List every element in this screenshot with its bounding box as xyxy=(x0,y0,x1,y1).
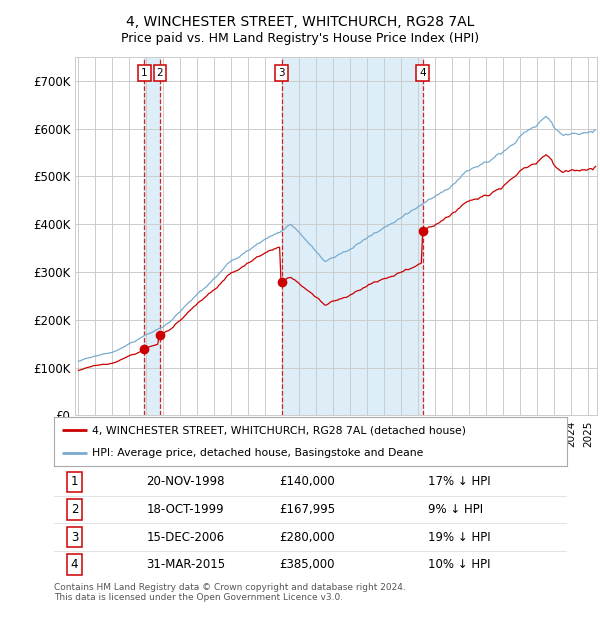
Text: 10% ↓ HPI: 10% ↓ HPI xyxy=(428,558,491,571)
Text: 4, WINCHESTER STREET, WHITCHURCH, RG28 7AL (detached house): 4, WINCHESTER STREET, WHITCHURCH, RG28 7… xyxy=(92,425,466,435)
Text: Contains HM Land Registry data © Crown copyright and database right 2024.
This d: Contains HM Land Registry data © Crown c… xyxy=(54,583,406,602)
Text: 2: 2 xyxy=(157,68,163,78)
Text: 17% ↓ HPI: 17% ↓ HPI xyxy=(428,476,491,489)
Text: HPI: Average price, detached house, Basingstoke and Deane: HPI: Average price, detached house, Basi… xyxy=(92,448,424,458)
Text: £280,000: £280,000 xyxy=(280,531,335,544)
Text: 4: 4 xyxy=(419,68,426,78)
Text: 4, WINCHESTER STREET, WHITCHURCH, RG28 7AL: 4, WINCHESTER STREET, WHITCHURCH, RG28 7… xyxy=(126,15,474,29)
Text: 3: 3 xyxy=(278,68,285,78)
Text: 19% ↓ HPI: 19% ↓ HPI xyxy=(428,531,491,544)
Text: 18-OCT-1999: 18-OCT-1999 xyxy=(146,503,224,516)
Bar xyxy=(145,57,160,415)
Text: 1: 1 xyxy=(141,68,148,78)
Bar xyxy=(281,57,423,415)
Text: 20-NOV-1998: 20-NOV-1998 xyxy=(146,476,225,489)
Text: 31-MAR-2015: 31-MAR-2015 xyxy=(146,558,226,571)
Text: £140,000: £140,000 xyxy=(280,476,335,489)
Text: 3: 3 xyxy=(71,531,78,544)
Text: 15-DEC-2006: 15-DEC-2006 xyxy=(146,531,224,544)
Text: £167,995: £167,995 xyxy=(280,503,336,516)
Text: 9% ↓ HPI: 9% ↓ HPI xyxy=(428,503,484,516)
Text: Price paid vs. HM Land Registry's House Price Index (HPI): Price paid vs. HM Land Registry's House … xyxy=(121,32,479,45)
Text: 1: 1 xyxy=(71,476,78,489)
Text: £385,000: £385,000 xyxy=(280,558,335,571)
Text: 2: 2 xyxy=(71,503,78,516)
Text: 4: 4 xyxy=(71,558,78,571)
